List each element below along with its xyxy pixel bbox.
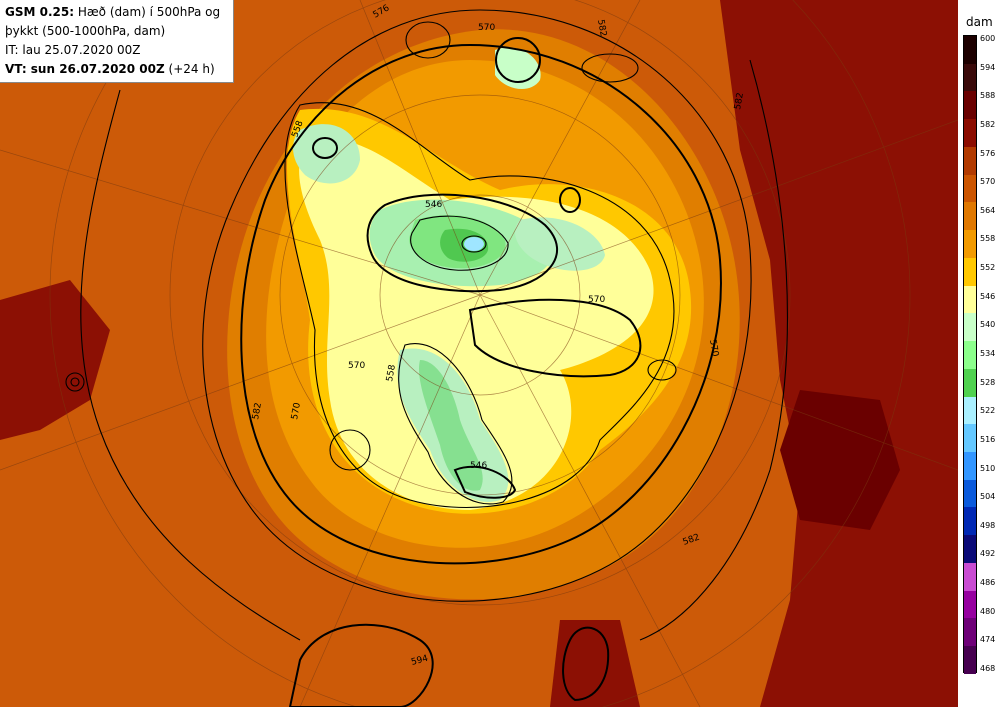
legend-tick-label: 528 bbox=[980, 377, 996, 387]
legend-color-bar bbox=[963, 35, 977, 674]
thickness-field-522-core bbox=[464, 237, 484, 251]
contour-label: 570 bbox=[290, 402, 303, 421]
legend-swatch bbox=[964, 63, 976, 92]
legend-tick-label: 504 bbox=[980, 492, 996, 502]
legend-tick-label: 510 bbox=[980, 463, 996, 473]
graticule bbox=[0, 0, 958, 707]
contour-label: 594 bbox=[410, 654, 429, 668]
legend-tick-label: 492 bbox=[980, 549, 996, 559]
legend-swatch bbox=[964, 119, 976, 147]
legend-swatch bbox=[964, 285, 976, 314]
legend-swatch bbox=[964, 202, 976, 231]
title-line-1: GSM 0.25: Hæð (dam) í 500hPa og bbox=[5, 3, 228, 22]
legend-tick-label: 480 bbox=[980, 606, 996, 616]
model-name: GSM 0.25: bbox=[5, 5, 75, 19]
legend-tick-label: 588 bbox=[980, 91, 996, 101]
legend-swatch bbox=[964, 368, 976, 397]
legend-tick-label: 534 bbox=[980, 349, 996, 358]
valid-offset: (+24 h) bbox=[168, 62, 215, 76]
legend-tick-label: 468 bbox=[980, 664, 996, 673]
valid-time-line: VT: sun 26.07.2020 00Z (+24 h) bbox=[5, 60, 228, 79]
contour-label: 582 bbox=[733, 92, 746, 111]
legend-tick-label: 486 bbox=[980, 578, 996, 588]
thickness-field-582-south bbox=[550, 620, 640, 707]
legend-tick-label: 498 bbox=[980, 520, 996, 530]
thickness-field-540-south bbox=[419, 360, 483, 491]
legend-swatch bbox=[964, 479, 976, 508]
title-description-1: Hæð (dam) í 500hPa og bbox=[77, 5, 221, 19]
contour-label: 570 bbox=[478, 23, 495, 33]
contour-label: 570 bbox=[707, 339, 720, 358]
legend-swatch bbox=[964, 341, 976, 369]
weather-map: 576 582 570 558 546 570 570 558 570 582 … bbox=[0, 0, 958, 707]
contour-label: 570 bbox=[348, 361, 365, 371]
color-legend: dam 600 594 588 582 576 570 564 558 552 546 540 534… bbox=[958, 0, 1000, 707]
legend-tick-label: 546 bbox=[980, 291, 996, 301]
legend-tick-label: 564 bbox=[980, 205, 996, 215]
legend-swatch bbox=[964, 257, 976, 286]
initial-time: IT: lau 25.07.2020 00Z bbox=[5, 43, 141, 57]
legend-swatch bbox=[964, 91, 976, 120]
legend-tick-label: 516 bbox=[980, 434, 996, 444]
valid-time: VT: sun 26.07.2020 00Z bbox=[5, 62, 165, 76]
contour-label: 582 bbox=[595, 19, 608, 38]
thickness-field-582-east bbox=[720, 0, 958, 707]
legend-swatch bbox=[964, 507, 976, 536]
legend-swatch bbox=[964, 535, 976, 563]
legend-tick-label: 522 bbox=[980, 406, 996, 416]
contour-label: 570 bbox=[588, 295, 605, 305]
legend-tick-label: 570 bbox=[980, 177, 996, 187]
legend-tick-label: 540 bbox=[980, 320, 996, 330]
legend-tick-label: 594 bbox=[980, 62, 996, 72]
legend-tick-label: 558 bbox=[980, 234, 996, 244]
legend-swatch bbox=[964, 396, 976, 425]
map-title-box: GSM 0.25: Hæð (dam) í 500hPa og þykkt (5… bbox=[0, 0, 234, 83]
legend-swatch bbox=[964, 174, 976, 203]
legend-swatch bbox=[964, 618, 976, 647]
height-contours bbox=[65, 9, 788, 707]
legend-swatch bbox=[964, 646, 976, 674]
legend-tick-label: 552 bbox=[980, 263, 996, 273]
legend-unit: dam bbox=[966, 15, 993, 29]
legend-tick-label: 600 bbox=[980, 34, 996, 43]
legend-swatch bbox=[964, 562, 976, 591]
contour-label: 546 bbox=[425, 200, 442, 210]
contour-labels: 576 582 570 558 546 570 570 558 570 582 … bbox=[251, 3, 746, 668]
legend-swatch bbox=[964, 146, 976, 175]
legend-tick-label: 474 bbox=[980, 635, 996, 645]
legend-swatch bbox=[964, 424, 976, 453]
legend-tick-label: 582 bbox=[980, 119, 996, 129]
legend-swatch bbox=[964, 230, 976, 258]
contour-label: 582 bbox=[251, 402, 264, 421]
contour-label: 546 bbox=[470, 461, 487, 471]
title-description-2: þykkt (500-1000hPa, dam) bbox=[5, 24, 166, 38]
legend-swatch bbox=[964, 36, 976, 64]
thickness-field-546-nw bbox=[293, 124, 360, 184]
contour-label: 558 bbox=[385, 364, 398, 383]
legend-tick-label: 576 bbox=[980, 148, 996, 158]
legend-swatch bbox=[964, 313, 976, 342]
legend-swatch bbox=[964, 590, 976, 619]
legend-swatch bbox=[964, 452, 976, 480]
thickness-field-588-east bbox=[780, 390, 900, 530]
thickness-field-534-north bbox=[440, 228, 489, 262]
